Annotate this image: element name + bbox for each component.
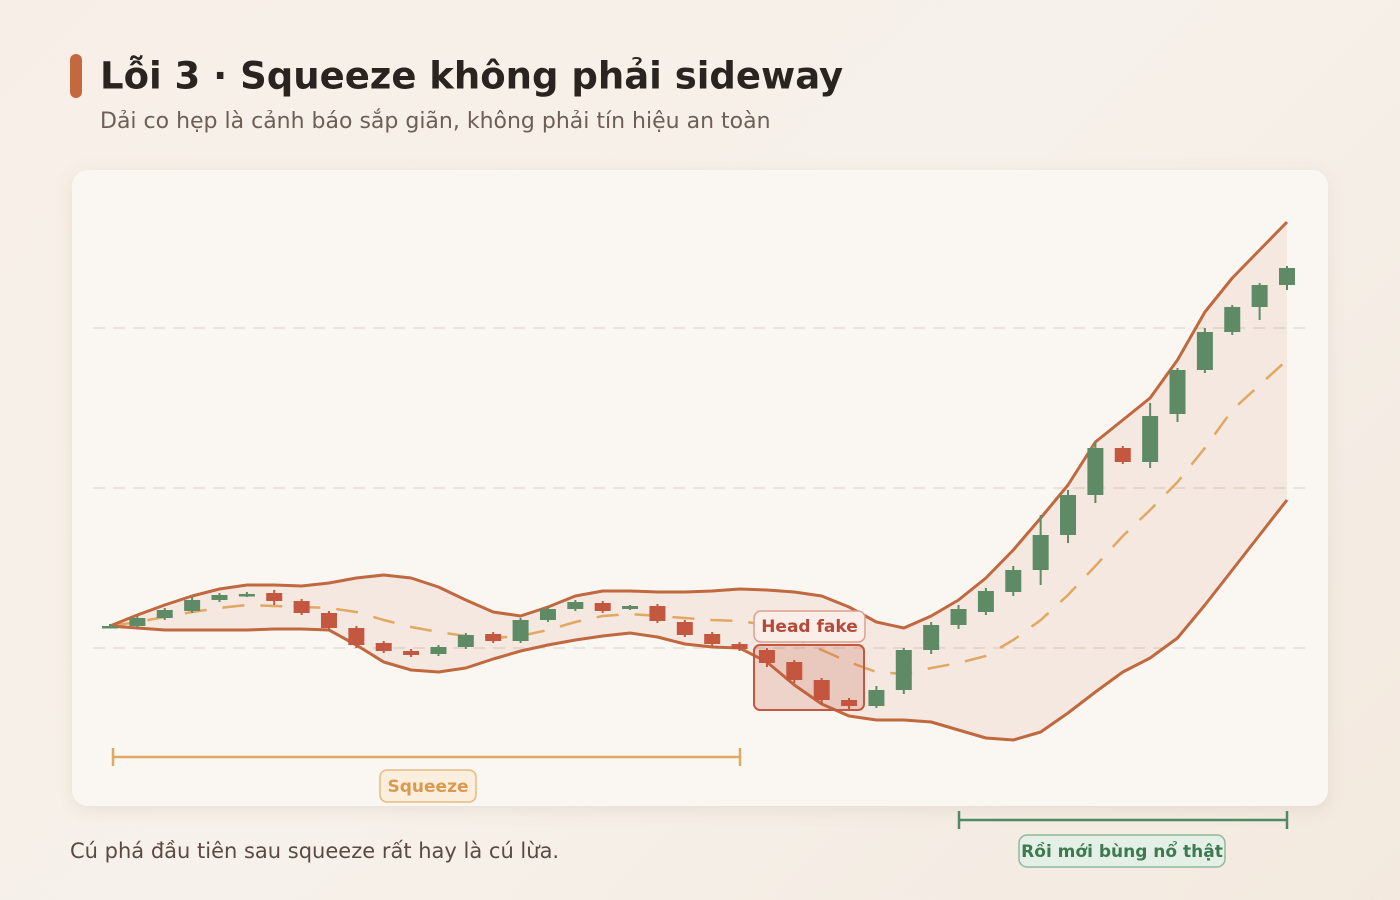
candle-body xyxy=(184,600,201,611)
candle-body xyxy=(266,593,283,601)
candle-body xyxy=(320,613,337,628)
candle-body xyxy=(156,610,173,618)
candle-body xyxy=(1169,370,1186,414)
candle-body xyxy=(1251,285,1268,307)
squeeze-tag xyxy=(379,769,477,803)
candle-body xyxy=(1087,448,1104,495)
squeeze-label: Squeeze xyxy=(388,777,469,797)
candle-body xyxy=(895,650,912,690)
footer-note: Cú phá đầu tiên sau squeeze rất hay là c… xyxy=(70,839,559,863)
candle-body xyxy=(238,594,255,597)
candle-body xyxy=(649,606,666,621)
candle-body xyxy=(485,634,502,641)
candle-body xyxy=(923,625,940,650)
candle-body xyxy=(1279,268,1295,285)
candle-body xyxy=(786,662,803,680)
candle-body xyxy=(567,602,584,609)
candle-body xyxy=(293,601,310,613)
candle-body xyxy=(512,620,529,641)
candle-body xyxy=(1114,448,1131,462)
candle-body xyxy=(348,628,365,645)
candle-body xyxy=(129,618,146,626)
candle-body xyxy=(841,700,858,706)
candle-body xyxy=(758,650,775,663)
candle-body xyxy=(676,622,693,635)
candle-body xyxy=(1060,495,1077,535)
candle-body xyxy=(102,626,118,629)
lower-band xyxy=(109,499,1289,742)
candle-body xyxy=(1032,535,1049,570)
candle-body xyxy=(539,609,556,620)
candle-body xyxy=(813,680,830,700)
chart-subtitle: Dải co hẹp là cảnh báo sắp giãn, không p… xyxy=(100,109,771,134)
squeeze-bracket xyxy=(111,748,742,766)
candle-body xyxy=(622,606,639,609)
candle-body xyxy=(594,603,611,611)
candle-body xyxy=(704,634,721,644)
candle-body xyxy=(375,643,392,651)
candle-body xyxy=(868,690,885,706)
breakout-label: Rồi mới bùng nổ thật xyxy=(1021,840,1223,862)
candle-body xyxy=(1142,416,1159,462)
candle-body xyxy=(977,591,994,612)
breakout-bracket xyxy=(957,811,1289,829)
candle-body xyxy=(430,647,447,654)
candle-body xyxy=(403,651,420,655)
candle-body xyxy=(1196,332,1213,370)
candle-body xyxy=(731,644,748,649)
candle-body xyxy=(1005,570,1022,592)
chart-title: Lỗi 3 · Squeeze không phải sideway xyxy=(100,55,843,98)
breakout-tag xyxy=(1018,834,1226,868)
head-fake-label: Head fake xyxy=(761,617,858,637)
head-fake-tag xyxy=(753,610,866,643)
candle-body xyxy=(457,635,474,647)
head-fake-box xyxy=(753,644,865,711)
candle-body xyxy=(950,609,967,625)
candle-body xyxy=(211,595,228,600)
candle-body xyxy=(1224,307,1241,332)
title-accent xyxy=(70,54,82,98)
